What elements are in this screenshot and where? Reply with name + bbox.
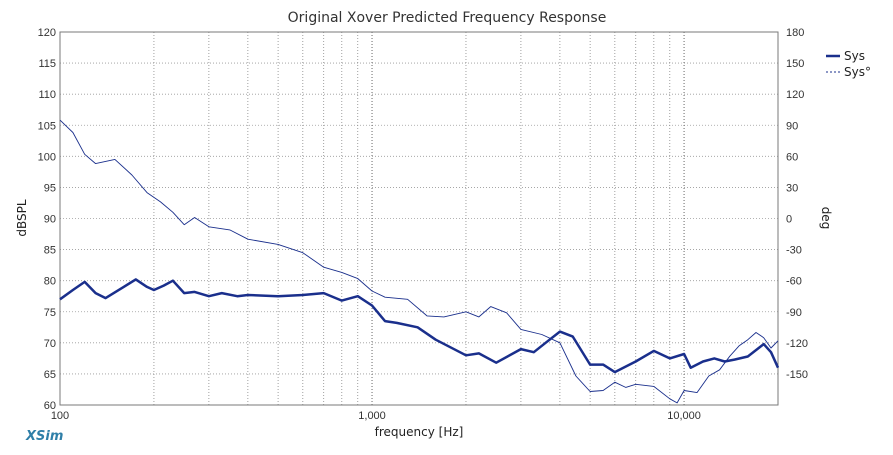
y-tick-label: 85 [44, 245, 56, 257]
series-line-sys-phase [59, 119, 779, 404]
y-tick-label: 60 [44, 400, 56, 412]
y2-tick-label: 30 [786, 182, 798, 194]
y2-tick-label: -150 [786, 369, 808, 381]
plot-area [59, 31, 779, 406]
y-tick-label: 65 [44, 369, 56, 381]
y2-tick-label: 0 [786, 214, 792, 226]
y2-axis-ticks: -150 -120 -90 -60 -30 0 30 60 90 120 150 180 [786, 27, 808, 381]
y-tick-label: 95 [44, 182, 56, 194]
grid [60, 32, 778, 405]
y-tick-label: 90 [44, 214, 56, 226]
y2-tick-label: -60 [786, 276, 802, 288]
y-tick-label: 75 [44, 307, 56, 319]
y-tick-label: 80 [44, 276, 56, 288]
series-layer [59, 119, 780, 404]
xsim-logo: XSim [25, 429, 63, 444]
y2-tick-label: 120 [786, 89, 804, 101]
y-axis-ticks: 60 65 70 75 80 85 90 95 100 105 110 115 120 [38, 27, 56, 412]
series-line-sys [59, 278, 780, 374]
legend-label-sys: Sys [844, 49, 865, 63]
x-tick-label: 1,000 [358, 410, 386, 422]
y2-tick-label: -30 [786, 245, 802, 257]
y2-tick-label: -90 [786, 307, 802, 319]
y2-tick-label: 180 [786, 27, 804, 39]
y-tick-label: 110 [38, 89, 56, 101]
x-tick-label: 10,000 [667, 410, 701, 422]
y2-tick-label: 150 [786, 58, 804, 70]
x-tick-label: 100 [51, 410, 69, 422]
y-tick-label: 70 [44, 338, 56, 350]
y-axis-label: dBSPL [15, 199, 29, 236]
y2-axis-label: deg [819, 207, 833, 230]
chart-title: Original Xover Predicted Frequency Respo… [288, 10, 607, 26]
y-tick-label: 115 [38, 58, 56, 70]
y2-tick-label: 90 [786, 120, 798, 132]
x-axis-ticks: 100 1,000 10,000 [51, 410, 701, 422]
legend-label-sys-phase: Sys° [844, 65, 871, 79]
y-tick-label: 120 [38, 27, 56, 39]
y2-tick-label: -120 [786, 338, 808, 350]
y-tick-label: 105 [38, 120, 56, 132]
y2-tick-label: 60 [786, 151, 798, 163]
y-tick-label: 100 [38, 151, 56, 163]
x-axis-label: frequency [Hz] [375, 425, 464, 439]
legend: Sys Sys° [826, 49, 871, 79]
